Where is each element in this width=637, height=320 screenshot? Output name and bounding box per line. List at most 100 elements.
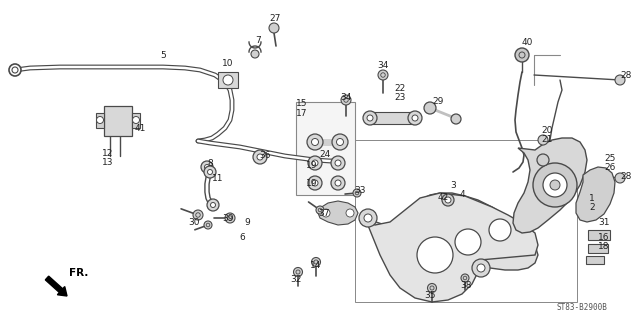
Text: 25: 25 <box>605 154 616 163</box>
Text: 4: 4 <box>459 189 465 198</box>
Circle shape <box>225 213 235 223</box>
Circle shape <box>316 206 324 214</box>
Circle shape <box>331 176 345 190</box>
Text: 29: 29 <box>433 97 444 106</box>
Circle shape <box>367 115 373 121</box>
Circle shape <box>296 270 300 274</box>
Polygon shape <box>360 193 538 270</box>
Circle shape <box>257 154 263 160</box>
Circle shape <box>344 98 348 102</box>
Bar <box>296 102 355 195</box>
Polygon shape <box>365 193 538 302</box>
Circle shape <box>228 216 233 220</box>
Bar <box>586 256 604 264</box>
Circle shape <box>332 134 348 150</box>
Circle shape <box>461 274 469 282</box>
Circle shape <box>314 260 318 264</box>
Circle shape <box>312 160 318 166</box>
Circle shape <box>251 50 259 58</box>
Circle shape <box>417 237 453 273</box>
Circle shape <box>408 111 422 125</box>
Text: 32: 32 <box>290 276 302 284</box>
Text: 42: 42 <box>438 193 448 202</box>
Text: FR.: FR. <box>69 268 89 278</box>
Text: 19: 19 <box>306 179 318 188</box>
Text: 33: 33 <box>354 186 366 195</box>
Text: 40: 40 <box>521 37 533 46</box>
Circle shape <box>331 156 345 170</box>
Circle shape <box>96 116 103 124</box>
Circle shape <box>204 166 216 178</box>
Circle shape <box>322 209 330 217</box>
Circle shape <box>427 284 436 292</box>
Bar <box>588 244 608 253</box>
Text: 14: 14 <box>310 261 322 270</box>
Text: 1: 1 <box>589 194 595 203</box>
Text: 11: 11 <box>212 173 224 182</box>
Text: 24: 24 <box>319 149 331 158</box>
Circle shape <box>311 258 320 267</box>
Circle shape <box>445 197 451 203</box>
Bar <box>218 72 238 88</box>
Text: 3: 3 <box>450 180 456 189</box>
Polygon shape <box>513 138 587 233</box>
Circle shape <box>355 191 359 195</box>
Circle shape <box>489 219 511 241</box>
Text: 20: 20 <box>541 125 553 134</box>
Text: 28: 28 <box>620 172 632 180</box>
Circle shape <box>12 67 18 73</box>
Circle shape <box>9 64 21 76</box>
Circle shape <box>412 115 418 121</box>
Circle shape <box>477 264 485 272</box>
Text: 30: 30 <box>189 218 200 227</box>
Circle shape <box>318 208 322 212</box>
Text: 26: 26 <box>605 163 616 172</box>
Text: 28: 28 <box>620 70 632 79</box>
Text: 34: 34 <box>340 92 352 101</box>
Circle shape <box>207 199 219 211</box>
Circle shape <box>533 163 577 207</box>
Circle shape <box>335 160 341 166</box>
Text: 21: 21 <box>541 134 553 143</box>
Polygon shape <box>104 106 132 136</box>
Text: 10: 10 <box>222 59 234 68</box>
Circle shape <box>132 116 140 124</box>
Polygon shape <box>96 113 104 128</box>
Circle shape <box>451 114 461 124</box>
Circle shape <box>353 189 361 197</box>
Circle shape <box>363 111 377 125</box>
Circle shape <box>519 52 525 58</box>
Circle shape <box>381 73 385 77</box>
Circle shape <box>359 209 377 227</box>
Circle shape <box>253 150 267 164</box>
Circle shape <box>538 135 548 145</box>
Circle shape <box>336 139 343 146</box>
Circle shape <box>201 161 213 173</box>
Text: 31: 31 <box>598 218 610 227</box>
Circle shape <box>311 139 318 146</box>
Circle shape <box>269 23 279 33</box>
Circle shape <box>442 194 454 206</box>
Text: ST83-B2900B: ST83-B2900B <box>556 303 607 313</box>
Text: 36: 36 <box>259 150 271 159</box>
Circle shape <box>615 173 625 183</box>
Circle shape <box>515 48 529 62</box>
Circle shape <box>294 268 303 276</box>
Circle shape <box>308 156 322 170</box>
Circle shape <box>346 209 354 217</box>
Text: 7: 7 <box>255 36 261 44</box>
Bar <box>588 230 610 240</box>
Circle shape <box>550 180 560 190</box>
Circle shape <box>341 95 351 105</box>
Text: 41: 41 <box>134 124 146 132</box>
Circle shape <box>204 221 212 229</box>
Text: 5: 5 <box>160 51 166 60</box>
Text: 16: 16 <box>598 233 610 242</box>
Text: 19: 19 <box>306 161 318 170</box>
Circle shape <box>472 259 490 277</box>
Text: 12: 12 <box>103 148 113 157</box>
Text: 17: 17 <box>296 108 308 117</box>
Circle shape <box>430 286 434 290</box>
Text: 18: 18 <box>598 242 610 251</box>
Polygon shape <box>318 201 358 225</box>
